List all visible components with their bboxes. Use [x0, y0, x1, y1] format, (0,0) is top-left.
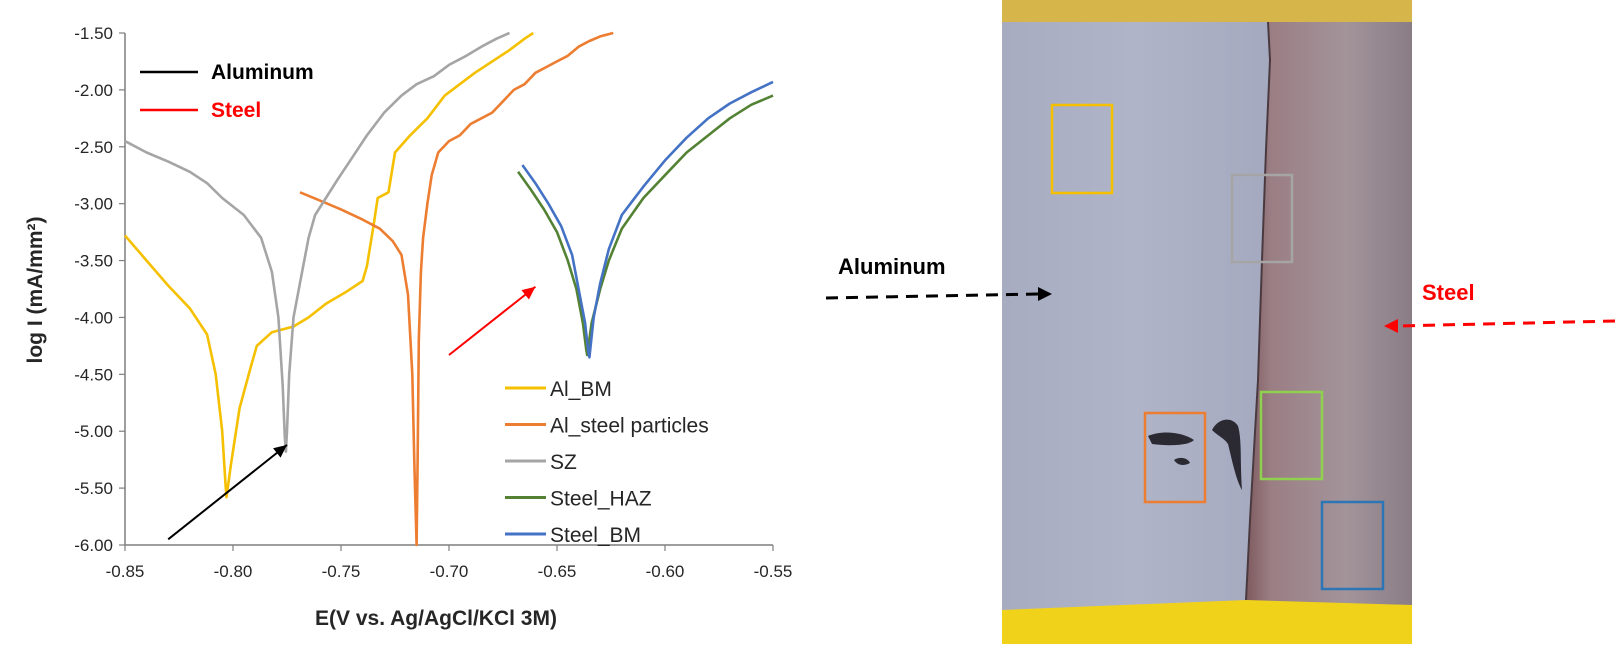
- steel-photo-arrow: [1395, 319, 1615, 328]
- series-line-steel-bm: [521, 80, 774, 359]
- region-box-sz: [1230, 173, 1294, 264]
- region-boxes: [1050, 103, 1385, 591]
- region-box-steel-haz: [1259, 390, 1324, 481]
- x-tick-label: -0.65: [538, 562, 577, 581]
- steel-curve-arrow: [448, 285, 537, 356]
- y-tick-label: -4.50: [74, 365, 113, 384]
- steel-photo-label: Steel: [1422, 280, 1475, 305]
- chart-arrows: [167, 285, 537, 541]
- region-box-steel-bm: [1320, 500, 1385, 591]
- x-tick-label: -0.70: [430, 562, 469, 581]
- legend-label: Steel_BM: [550, 524, 641, 547]
- steel-particle-1: [1148, 432, 1194, 446]
- y-tick-label: -5.50: [74, 479, 113, 498]
- legend-label: Al_BM: [550, 378, 612, 401]
- steel-photo-arrowhead: [1384, 319, 1398, 333]
- series-line-al-steel-particles: [299, 31, 614, 547]
- aluminum-photo-label: Aluminum: [838, 254, 946, 279]
- series-line-al-bm: [124, 31, 534, 499]
- aluminum-curve-arrow-head: [273, 444, 287, 458]
- x-tick-label: -0.85: [106, 562, 145, 581]
- aluminum-photo-arrow: [825, 292, 1041, 300]
- chart-axes: -1.50 -2.00 -2.50 -3.00 -3.50 -4.00 -4.50 -5.00…: [74, 24, 792, 581]
- y-tick-label: -3.00: [74, 195, 113, 214]
- steel-curve-arrow-head: [521, 286, 536, 300]
- steel-particle-3: [1174, 457, 1190, 465]
- chart-series: [124, 31, 774, 547]
- annotation-legend-label: Aluminum: [211, 61, 314, 84]
- y-tick-label: -2.50: [74, 138, 113, 157]
- series-line-steel-haz: [517, 94, 774, 357]
- x-tick-label: -0.80: [214, 562, 253, 581]
- y-tick-label: -1.50: [74, 24, 113, 43]
- legend-label: Steel_HAZ: [550, 488, 652, 511]
- series-legend: Al_BM Al_steel particles SZ Steel_HAZ Steel_…: [505, 378, 709, 547]
- legend-label: Al_steel particles: [550, 415, 709, 438]
- annotation-legend: Aluminum Steel: [140, 61, 314, 122]
- fixture-top: [1002, 0, 1412, 24]
- y-tick-label: -6.00: [74, 536, 113, 555]
- fixture-bottom: [1002, 600, 1412, 644]
- y-tick-label: -2.00: [74, 81, 113, 100]
- x-tick-label: -0.55: [754, 562, 793, 581]
- legend-label: SZ: [550, 451, 577, 474]
- weld-interface-line: [1245, 21, 1272, 601]
- y-tick-label: -4.00: [74, 308, 113, 327]
- y-axis-label: log I (mA/mm²): [24, 217, 47, 364]
- aluminum-photo-arrowhead: [1038, 287, 1052, 301]
- annotation-legend-label: Steel: [211, 99, 261, 122]
- region-box-al-steel-particles: [1143, 411, 1207, 504]
- x-tick-label: -0.75: [322, 562, 361, 581]
- aluminum-plate: [1002, 22, 1270, 610]
- x-tick-label: -0.60: [646, 562, 685, 581]
- steel-plate: [1246, 22, 1412, 605]
- steel-particle-2: [1212, 419, 1242, 490]
- region-box-al-bm: [1050, 103, 1114, 195]
- x-axis-label: E(V vs. Ag/AgCl/KCl 3M): [315, 607, 557, 630]
- y-tick-label: -5.00: [74, 422, 113, 441]
- y-tick-label: -3.50: [74, 252, 113, 271]
- weld-photo: Aluminum Steel: [825, 0, 1615, 644]
- series-line-sz: [124, 31, 511, 453]
- aluminum-curve-arrow: [167, 444, 288, 541]
- polarization-chart: -1.50 -2.00 -2.50 -3.00 -3.50 -4.00 -4.50 -5.00…: [24, 24, 792, 630]
